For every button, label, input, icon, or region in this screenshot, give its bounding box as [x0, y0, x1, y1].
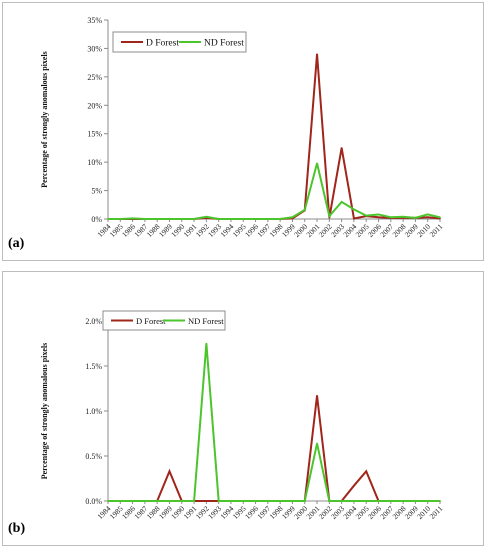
chart-b-series-nd-forest-point	[316, 442, 318, 445]
chart-b-series-nd-forest-point	[242, 500, 245, 502]
chart-b-series-d-forest-point	[353, 484, 355, 487]
chart-a-series-nd-forest-point	[205, 215, 208, 218]
chart-a-series-d-forest-point	[377, 216, 380, 219]
chart-a-series-nd-forest-point	[217, 218, 220, 220]
chart-a-y-tick-label: 20%	[87, 101, 102, 110]
chart-a-x-tick-label: 2011	[428, 222, 445, 239]
chart-b-series-d-forest-point	[316, 394, 318, 397]
chart-a-panel-label: (a)	[8, 236, 25, 251]
chart-a-series-nd-forest-point	[414, 217, 417, 219]
chart-b-series-nd-forest-point	[340, 500, 343, 502]
chart-a-series-nd-forest-point	[279, 218, 281, 220]
chart-a-series-nd-forest-point	[230, 218, 232, 220]
chart-a-series-d-forest-point	[340, 147, 343, 149]
chart-a-series-nd-forest-point	[340, 201, 343, 203]
chart-a-y-tick-label: 35%	[87, 16, 102, 25]
chart-a-series-nd-forest-point	[119, 218, 122, 220]
chart-panel-b: 0.0% 0.5% 1.0% 1.5% 2.0% 1984 1985 1986 1987 1988…	[2, 271, 484, 546]
chart-b-series-nd-forest-point	[254, 500, 257, 502]
chart-b-y-tick-label: 0.0%	[85, 497, 102, 506]
chart-b-series-d-forest-point	[205, 500, 208, 502]
chart-b-legend-label-d-forest: D Forest	[136, 316, 166, 326]
chart-a-series-nd-forest-point	[377, 213, 380, 216]
chart-b-series-nd-forest-line	[108, 343, 440, 502]
chart-a-series-nd-forest-point	[426, 213, 429, 216]
chart-b-legend-label-nd-forest: ND Forest	[188, 316, 224, 326]
chart-b-series-d-forest-point	[168, 470, 171, 473]
chart-b-series-nd-forest-point	[303, 500, 306, 502]
chart-b-series-nd-forest-point	[279, 500, 281, 502]
chart-a-y-tick-label: 30%	[87, 44, 102, 53]
chart-a-series-d-forest-point	[426, 216, 429, 219]
chart-a-series-d-forest-line	[108, 54, 441, 220]
chart-b-series-nd-forest-point	[402, 500, 404, 502]
chart-b-series-nd-forest-point	[217, 500, 220, 502]
chart-a-series-d-forest-point	[316, 53, 318, 55]
chart-b-series-nd-forest-point	[328, 500, 331, 502]
chart-a-svg: 0%5%10%15%20%25%30%35%198419851986198719…	[8, 16, 445, 251]
chart-a-y-tick-label: 5%	[91, 187, 102, 196]
chart-b-series-nd-forest-point	[180, 500, 183, 502]
chart-a-series-nd-forest-point	[439, 216, 441, 219]
chart-b-series-nd-forest-point	[205, 342, 208, 345]
chart-b-series-nd-forest-point	[107, 500, 109, 502]
chart-b-series-nd-forest-point	[390, 500, 392, 502]
chart-b-series-d-forest-point	[365, 470, 368, 473]
chart-a-y-tick-label: 10%	[87, 158, 102, 167]
chart-b-series-nd-forest-point	[426, 500, 429, 502]
chart-a-series-nd-forest-point	[267, 218, 269, 220]
chart-b-series-nd-forest-point	[267, 500, 269, 502]
chart-b-series-nd-forest-point	[377, 500, 380, 502]
chart-b-series-nd-forest-point	[156, 500, 158, 502]
chart-b-y-tick-label: 2.0%	[85, 317, 102, 326]
chart-a-series-nd-forest-point	[242, 218, 245, 220]
chart-b-series-d-forest-line	[108, 395, 440, 502]
chart-a-series-nd-forest-point	[107, 218, 109, 220]
chart-b-series-nd-forest-point	[230, 500, 232, 502]
chart-b-series-nd-forest-point	[414, 500, 417, 502]
chart-a-series-nd-forest-point	[365, 214, 368, 217]
chart-a-series-nd-forest-point	[402, 215, 404, 218]
chart-a-series-nd-forest-point	[303, 209, 306, 211]
chart-panel-a: 0% 5% 10% 15% 20% 25% 30% 35% 1984 1985 1986 1987 19…	[2, 2, 484, 261]
chart-a-series-nd-forest-point	[291, 216, 294, 219]
chart-b-y-axis-title: Percentage of strongly anomalous pixels	[40, 343, 49, 480]
chart-b-series-nd-forest-point	[131, 500, 134, 502]
chart-a-series-nd-forest-point	[328, 215, 331, 217]
chart-a-series-nd-forest-point	[168, 218, 171, 220]
chart-a-series-nd-forest-point	[131, 217, 134, 220]
chart-b-x-tick-label: 2011	[428, 504, 445, 521]
chart-a-y-tick-label: 0%	[91, 215, 102, 224]
chart-b-series-nd-forest-point	[365, 500, 368, 502]
chart-a-series-nd-forest-point	[254, 218, 257, 220]
chart-a-series-nd-forest-point	[390, 216, 392, 219]
chart-b-series-nd-forest-point	[291, 500, 294, 502]
chart-b-svg: 0.0%0.5%1.0%1.5%2.0%19841985198619871988…	[8, 310, 445, 536]
chart-a-y-tick-label: 15%	[87, 130, 102, 139]
chart-b-series-nd-forest-point	[193, 500, 195, 502]
chart-a-legend-label-d-forest: D Forest	[146, 39, 179, 49]
chart-b-series-nd-forest-point	[144, 500, 146, 502]
chart-b-series-nd-forest-point	[168, 500, 171, 502]
chart-b-series-nd-forest-point	[439, 500, 441, 502]
chart-a-series-nd-forest-point	[156, 218, 158, 220]
chart-b-series-nd-forest-point	[119, 500, 122, 502]
chart-a-y-tick-label: 25%	[87, 73, 102, 82]
chart-a-series-nd-forest-line	[108, 163, 441, 220]
chart-a-y-axis-title: Percentage of strongly anomalous pixels	[40, 51, 49, 188]
chart-b-y-tick-label: 1.0%	[85, 407, 102, 416]
chart-b-panel-label: (b)	[8, 521, 25, 536]
chart-a-series-nd-forest-point	[144, 218, 146, 220]
chart-a-legend-label-nd-forest: ND Forest	[204, 39, 244, 49]
chart-a-series-d-forest-point	[353, 217, 355, 220]
chart-b-y-tick-label: 1.5%	[85, 362, 102, 371]
chart-a-series-nd-forest-point	[180, 218, 183, 220]
chart-a-series-nd-forest-point	[193, 218, 195, 220]
chart-b-series-nd-forest-point	[353, 500, 355, 502]
chart-b-y-tick-label: 0.5%	[85, 452, 102, 461]
chart-a-series-nd-forest-point	[353, 208, 355, 211]
chart-a-series-nd-forest-point	[316, 162, 318, 165]
